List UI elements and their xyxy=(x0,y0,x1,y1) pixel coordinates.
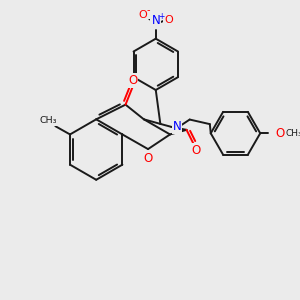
Text: O: O xyxy=(164,15,173,26)
Text: O: O xyxy=(191,144,200,158)
Text: N: N xyxy=(172,120,181,134)
Text: +: + xyxy=(158,12,164,21)
Text: O: O xyxy=(139,10,147,20)
Text: CH₃: CH₃ xyxy=(39,116,57,125)
Text: O: O xyxy=(275,127,284,140)
Text: N: N xyxy=(152,14,160,27)
Text: CH₃: CH₃ xyxy=(286,129,300,138)
Text: O: O xyxy=(128,74,137,87)
Text: -: - xyxy=(147,5,150,15)
Text: O: O xyxy=(143,152,153,165)
